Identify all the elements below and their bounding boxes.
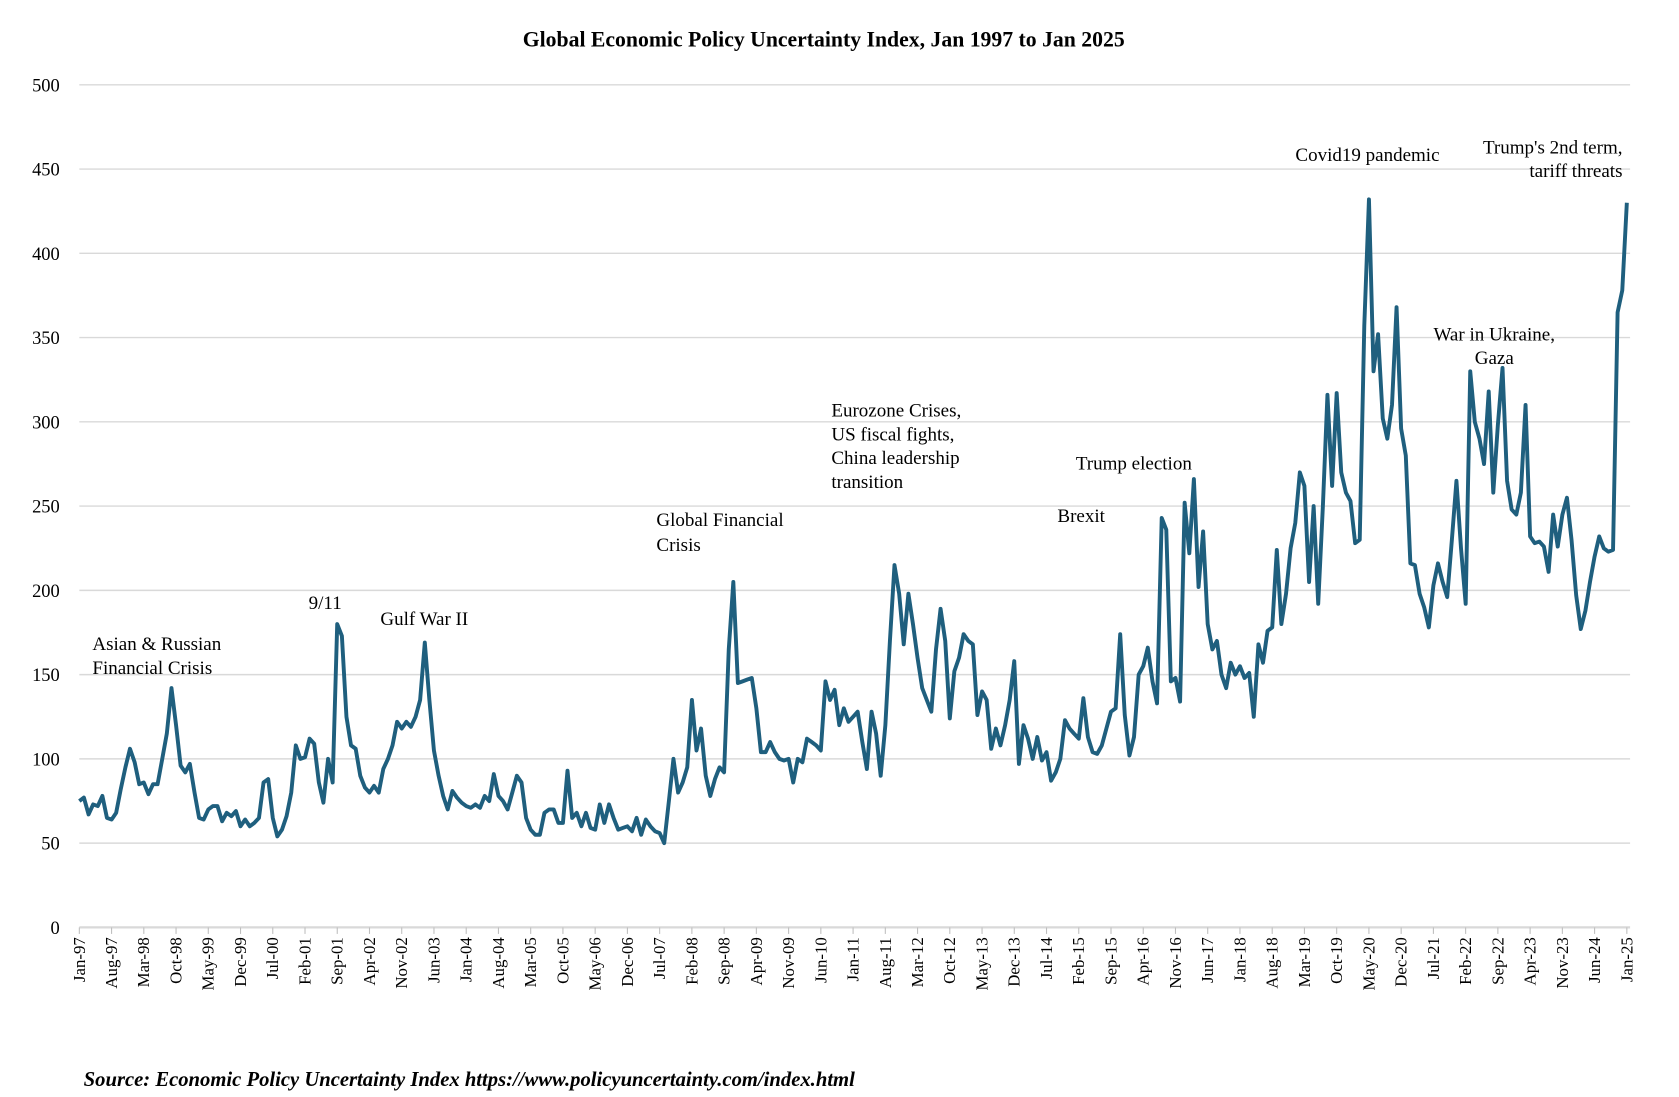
y-tick-label: 150 — [32, 665, 60, 685]
x-tick-label: Dec-13 — [1005, 937, 1024, 987]
source-note: Source: Economic Policy Uncertainty Inde… — [84, 1069, 855, 1091]
y-tick-label: 400 — [32, 244, 60, 264]
x-tick-label: Jun-10 — [811, 937, 830, 983]
x-tick-label: Jul-00 — [263, 937, 282, 979]
x-tick-label: Dec-20 — [1392, 937, 1411, 987]
y-tick-label: 350 — [32, 328, 60, 348]
x-tick-label: Apr-23 — [1521, 937, 1540, 985]
x-tick-label: May-99 — [199, 937, 218, 990]
annotation-asian-crisis: Asian & Russian — [92, 634, 221, 655]
annotation-eurozone: US fiscal fights, — [831, 424, 954, 445]
x-tick-label: Apr-02 — [360, 937, 379, 985]
x-tick-label: Nov-23 — [1553, 937, 1572, 988]
y-tick-label: 450 — [32, 160, 60, 180]
x-tick-label: May-13 — [972, 937, 991, 990]
x-tick-label: Aug-18 — [1263, 937, 1282, 988]
x-tick-label: Feb-08 — [682, 937, 701, 985]
x-tick-label: Mar-98 — [134, 937, 153, 987]
x-tick-label: Apr-09 — [747, 937, 766, 985]
x-tick-label: Jun-24 — [1585, 937, 1604, 983]
x-tick-label: Jul-21 — [1424, 937, 1443, 979]
x-tick-label: Nov-09 — [779, 937, 798, 988]
gridlines — [79, 84, 1631, 929]
y-tick-label: 200 — [32, 581, 60, 601]
x-tick-label: May-20 — [1359, 937, 1378, 990]
x-tick-label: Aug-04 — [489, 937, 508, 989]
x-tick-label: Jun-17 — [1198, 937, 1217, 983]
annotation-gfc: Global Financial — [656, 510, 783, 531]
x-tick-label: Mar-12 — [908, 937, 927, 987]
annotation-trump-2nd-term: tariff threats — [1529, 161, 1622, 182]
x-tick-label: Oct-19 — [1327, 937, 1346, 984]
x-tick-label: Aug-97 — [102, 937, 121, 988]
y-tick-label: 250 — [32, 497, 60, 517]
annotation-covid: Covid19 pandemic — [1295, 145, 1439, 166]
x-tick-label: Jul-14 — [1037, 937, 1056, 980]
annotation-eurozone: Eurozone Crises, — [831, 400, 961, 421]
x-tick-label: Dec-06 — [618, 937, 637, 987]
x-tick-label: Feb-15 — [1069, 937, 1088, 985]
annotation-gulf-war: Gulf War II — [380, 609, 468, 630]
x-tick-label: Jan-18 — [1230, 937, 1249, 982]
annotation-brexit: Brexit — [1057, 506, 1105, 527]
x-tick-label: Sep-01 — [328, 937, 347, 985]
x-tick-label: Dec-99 — [231, 937, 250, 987]
annotation-911: 9/11 — [309, 593, 342, 614]
x-tick-label: Oct-12 — [940, 937, 959, 984]
x-tick-label: Jul-07 — [650, 937, 669, 979]
y-tick-label: 500 — [32, 75, 60, 95]
x-tick-label: Nov-02 — [392, 937, 411, 988]
annotation-gfc: Crisis — [656, 535, 700, 556]
y-tick-label: 100 — [32, 749, 60, 769]
annotation-ukraine: Gaza — [1475, 348, 1515, 369]
y-axis: 0 50 100 150 200 250 300 350 400 450 500 — [32, 75, 60, 938]
x-tick-label: Jan-11 — [844, 937, 863, 981]
series — [78, 197, 1629, 846]
annotation-ukraine: War in Ukraine, — [1434, 324, 1555, 345]
annotation-trump-election: Trump election — [1076, 454, 1192, 475]
x-tick-label: Jun-03 — [424, 937, 443, 983]
x-tick-label: Oct-05 — [553, 937, 572, 984]
y-tick-label: 0 — [51, 918, 60, 938]
annotation-trump-2nd-term: Trump's 2nd term, — [1483, 137, 1623, 158]
x-tick-label: Jan-04 — [457, 937, 476, 982]
x-tick-label: May-06 — [586, 937, 605, 990]
x-tick-label: Feb-22 — [1456, 937, 1475, 985]
x-tick-label: Mar-19 — [1295, 937, 1314, 987]
x-tick-label: Mar-05 — [521, 937, 540, 987]
annotation-eurozone: China leadership — [831, 448, 959, 469]
x-tick-label: Sep-08 — [715, 937, 734, 985]
x-tick-label: Aug-11 — [876, 937, 895, 988]
x-tick-label: Jan-25 — [1617, 937, 1636, 982]
y-tick-label: 50 — [41, 834, 59, 854]
annotations: Asian & Russian Financial Crisis 9/11 Gu… — [92, 137, 1622, 679]
y-tick-label: 300 — [32, 412, 60, 432]
annotation-asian-crisis: Financial Crisis — [92, 658, 212, 679]
series-line — [78, 197, 1629, 846]
x-tick-label: Jan-97 — [70, 937, 89, 982]
x-tick-label: Feb-01 — [295, 937, 314, 985]
x-tick-label: Oct-98 — [166, 937, 185, 984]
annotation-eurozone: transition — [831, 472, 903, 493]
x-tick-label: Apr-16 — [1134, 937, 1153, 985]
x-tick-label: Sep-15 — [1101, 937, 1120, 985]
x-axis: Jan-97 Aug-97 Mar-98 Oct-98 May-99 Dec-99 Jul-… — [70, 927, 1636, 990]
x-tick-label: Sep-22 — [1488, 937, 1507, 985]
x-tick-label: Nov-16 — [1166, 937, 1185, 988]
chart-title: Global Economic Policy Uncertainty Index… — [523, 28, 1125, 52]
